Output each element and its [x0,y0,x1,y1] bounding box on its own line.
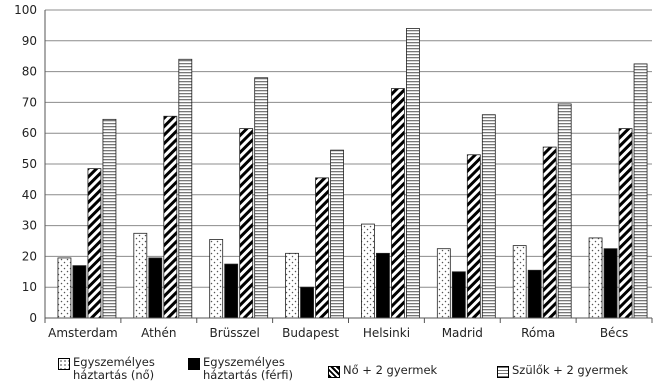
legend-swatch-horizontal [497,366,509,378]
bar-horizontal [633,63,648,319]
legend-label-line2: háztartás (férfi) [203,368,293,382]
y-tick-label: 20 [22,249,37,263]
bar-solid [603,248,618,319]
y-tick-label: 70 [22,95,37,109]
bar-solid [148,257,163,319]
legend-swatch-solid [188,358,200,370]
bar-dots [285,252,299,319]
axes [44,10,653,323]
bar-solid [527,269,542,319]
bar-dots [588,237,603,319]
legend-label: Szülők + 2 gyermek [512,363,629,377]
x-tick-label: Helsinki [363,326,410,340]
y-tick-label: 30 [22,219,37,233]
legend-item-single-female: Egyszemélyes háztartás (nő) [58,356,155,382]
bar-diagonal [239,128,254,319]
bar-dots [57,257,72,319]
bar-horizontal [557,103,572,319]
bar-diagonal [618,128,633,319]
legend-label: Egyszemélyes háztartás (férfi) [203,356,293,382]
x-tick-label: Athén [141,326,176,340]
bar-horizontal [406,28,420,319]
legend-item-parents-two-children: Szülők + 2 gyermek [497,364,628,378]
x-tick-label: Madrid [442,326,483,340]
y-tick-label: 100 [14,3,37,17]
legend-swatch-diagonal [328,366,340,378]
bar-diagonal [542,146,557,319]
x-tick-label: Budapest [282,326,339,340]
bar-solid [376,252,390,319]
bar-diagonal [315,177,329,319]
x-tick-labels: Amsterdam Athén Brüsszel Budapest Helsinki Ma… [48,326,628,340]
legend-label-line1: Egyszemélyes [203,355,285,369]
x-tick-label: Róma [521,326,555,340]
bar-solid [451,271,466,319]
bar-diagonal [163,115,178,319]
bar-dots [209,239,224,319]
y-tick-labels: 0 10 20 30 40 50 60 70 80 90 100 [14,3,37,325]
y-tick-label: 80 [22,65,37,79]
legend-label: Egyszemélyes háztartás (nő) [73,356,155,382]
bar-solid [72,265,87,319]
y-tick-label: 0 [29,311,37,325]
legend: Egyszemélyes háztartás (nő) Egyszemélyes… [0,356,657,387]
bar-chart: 0 10 20 30 40 50 60 70 80 90 100 Amsterdam Athén Brü… [14,3,653,340]
legend-swatch-dots [58,358,70,370]
bar-dots [133,232,148,319]
bar-horizontal [330,149,344,319]
y-tick-label: 90 [22,34,37,48]
y-tick-label: 40 [22,188,37,202]
legend-label-line2: háztartás (nő) [73,368,155,382]
legend-item-single-male: Egyszemélyes háztartás (férfi) [188,356,293,382]
x-tick-label: Bécs [600,326,628,340]
legend-label: Nő + 2 gyermek [343,363,438,377]
x-tick-label: Brüsszel [210,326,260,340]
bar-diagonal [391,88,405,319]
bar-horizontal [102,118,117,319]
y-tick-label: 60 [22,126,37,140]
legend-label-line1: Egyszemélyes [73,355,155,369]
bars [57,28,648,319]
legend-item-woman-two-children: Nő + 2 gyermek [328,364,437,378]
bar-horizontal [481,114,496,319]
y-tick-label: 50 [22,157,37,171]
bar-horizontal [178,58,193,319]
bar-dots [512,245,527,319]
bar-solid [224,263,239,319]
bar-solid [300,286,314,319]
bar-diagonal [87,168,102,319]
x-tick-label: Amsterdam [48,326,118,340]
bar-dots [361,223,375,319]
bar-diagonal [466,154,481,319]
bar-dots [436,248,451,319]
bar-horizontal [254,77,269,319]
y-tick-label: 10 [22,280,37,294]
